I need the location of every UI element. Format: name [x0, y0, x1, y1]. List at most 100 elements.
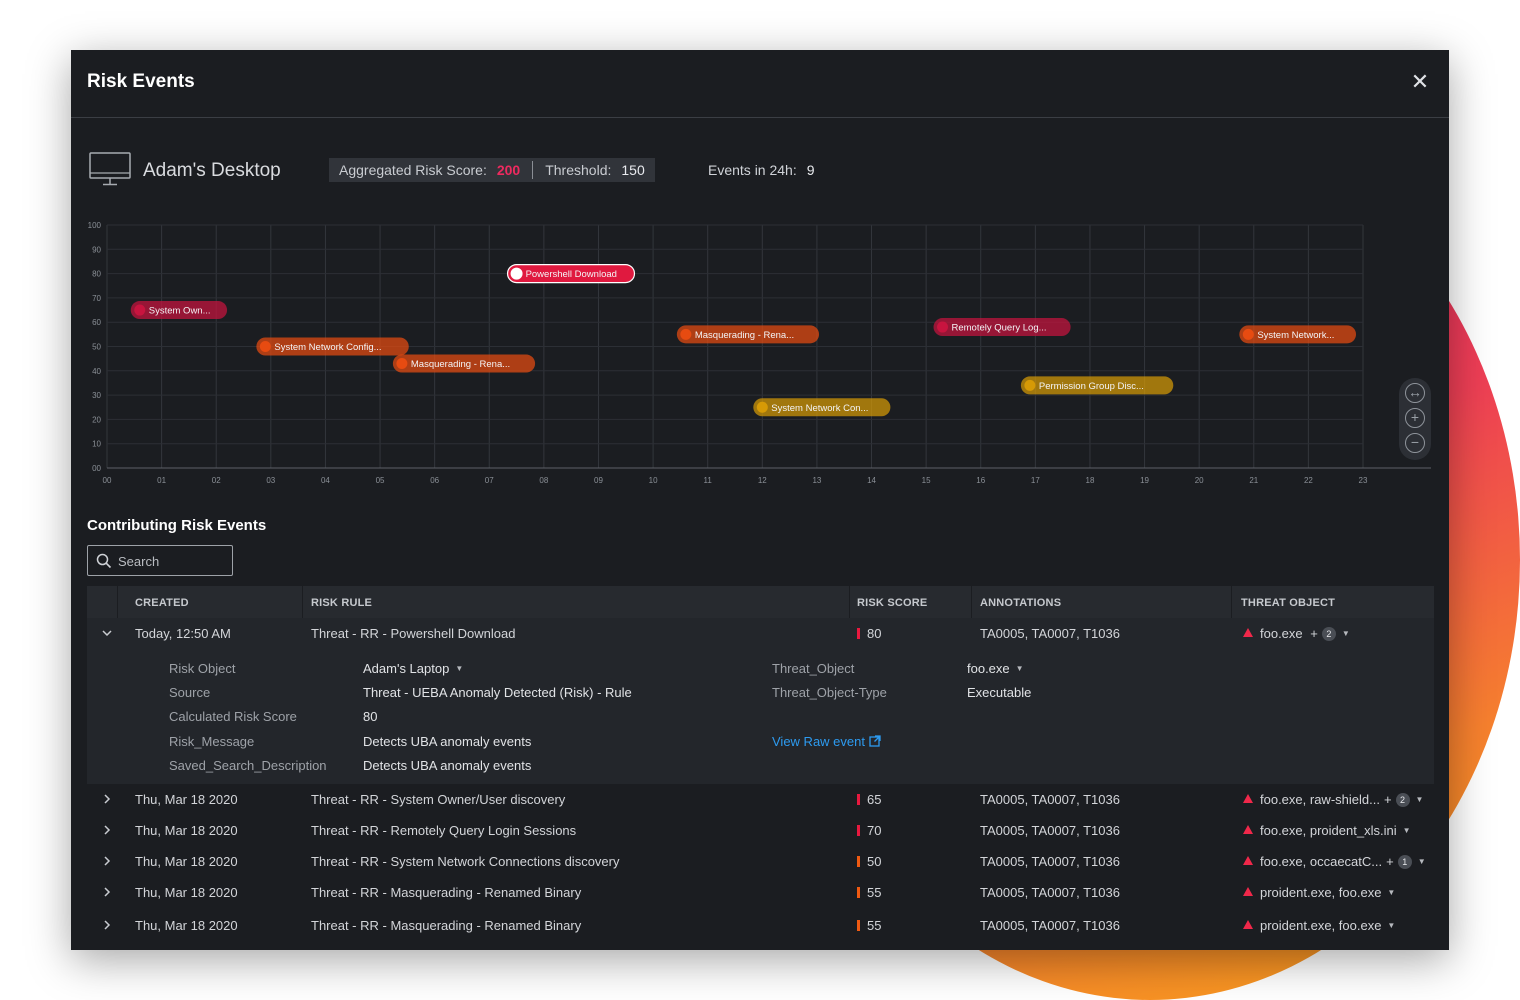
risk-score-box: Aggregated Risk Score: 200 Threshold: 15…: [329, 158, 655, 182]
event-point[interactable]: Masquerading - Rena...: [392, 354, 536, 373]
event-point-pill[interactable]: [130, 301, 228, 320]
close-button[interactable]: ✕: [1410, 69, 1430, 94]
threat-object-cell[interactable]: foo.exe, raw-shield... +2 ▼: [1260, 792, 1423, 807]
column-risk-rule[interactable]: RISK RULE: [311, 597, 373, 609]
event-point[interactable]: System Network Config...: [256, 337, 409, 356]
chevron-right-icon[interactable]: [101, 919, 113, 931]
risk-score-cell: 80: [867, 626, 882, 641]
event-point[interactable]: Masquerading - Rena...: [676, 325, 820, 344]
chart-zoom-controls: ↔ + −: [1399, 378, 1431, 460]
threat-object-cell[interactable]: proident.exe, foo.exe ▼: [1260, 885, 1395, 900]
event-point-dot[interactable]: [680, 328, 692, 340]
zoom-out-icon[interactable]: −: [1405, 433, 1425, 453]
risk-score-bar: [857, 628, 860, 639]
event-point-dot[interactable]: [259, 341, 271, 352]
column-annotations[interactable]: ANNOTATIONS: [980, 597, 1062, 609]
chevron-right-icon[interactable]: [101, 886, 113, 898]
dropdown-caret-icon[interactable]: ▼: [455, 664, 464, 673]
event-point-dot[interactable]: [396, 358, 408, 370]
threat-warning-icon: [1243, 825, 1253, 834]
event-point-pill[interactable]: [392, 354, 536, 373]
event-point-dot[interactable]: [134, 304, 146, 316]
event-point[interactable]: System Network Con...: [753, 398, 891, 417]
table-row[interactable]: Thu, Mar 18 2020 Threat - RR - Masqueradi…: [87, 910, 1434, 941]
table-row-expanded[interactable]: Today, 12:50 AM Threat - RR - Powershell…: [87, 618, 1434, 650]
x-tick-label: 10: [649, 476, 658, 485]
threat-object-cell[interactable]: foo.exe +2 ▼: [1260, 626, 1350, 641]
x-tick-label: 22: [1304, 476, 1313, 485]
column-created[interactable]: CREATED: [135, 597, 189, 609]
event-point-dot[interactable]: [510, 267, 523, 280]
event-point-dot[interactable]: [1024, 379, 1036, 391]
event-point-dot[interactable]: [937, 321, 949, 333]
event-point-pill[interactable]: [506, 263, 636, 284]
threat-object-cell[interactable]: foo.exe, occaecatC... +1 ▼: [1260, 854, 1426, 869]
threat-count-badge: 2: [1321, 627, 1336, 641]
dropdown-caret-icon[interactable]: ▼: [1387, 888, 1396, 897]
event-point-pill[interactable]: [1239, 325, 1357, 344]
annotations-cell: TA0005, TA0007, T1036: [980, 918, 1120, 933]
event-point-pill[interactable]: [256, 337, 409, 356]
search-input[interactable]: [118, 552, 226, 570]
event-point[interactable]: Remotely Query Log...: [933, 318, 1071, 337]
threat-plus: +: [1310, 626, 1318, 641]
column-risk-score[interactable]: RISK SCORE: [857, 597, 928, 609]
threat-object-cell[interactable]: foo.exe, proident_xls.ini ▼: [1260, 823, 1411, 838]
table-row[interactable]: Thu, Mar 18 2020 Threat - RR - System Net…: [87, 846, 1434, 877]
x-tick-label: 06: [430, 476, 439, 485]
risk-object-value[interactable]: Adam's Laptop ▼: [363, 661, 464, 676]
risk-score-cell: 50: [867, 854, 882, 869]
risk-rule-cell: Threat - RR - Powershell Download: [311, 626, 516, 641]
chevron-right-icon[interactable]: [101, 793, 113, 805]
event-point-pill[interactable]: [1020, 376, 1174, 395]
modal-header: Risk Events ✕: [71, 50, 1449, 118]
created-cell: Thu, Mar 18 2020: [135, 823, 238, 838]
x-tick-label: 12: [758, 476, 767, 485]
y-tick-label: 80: [92, 270, 101, 279]
risk-score-bar: [857, 825, 860, 836]
event-point-label: System Own...: [149, 306, 211, 317]
table-row[interactable]: Thu, Mar 18 2020 Threat - RR - Remotely Q…: [87, 815, 1434, 846]
event-point-pill[interactable]: [676, 325, 820, 344]
dropdown-caret-icon[interactable]: ▼: [1015, 664, 1024, 673]
chevron-right-icon[interactable]: [101, 855, 113, 867]
dropdown-caret-icon[interactable]: ▼: [1387, 921, 1396, 930]
source-label: Source: [169, 685, 211, 700]
y-tick-label: 10: [92, 440, 101, 449]
view-raw-event-link[interactable]: View Raw event: [772, 734, 881, 749]
event-point-label: System Network Config...: [274, 342, 381, 353]
threat-count-badge: 2: [1395, 793, 1410, 807]
column-threat-object[interactable]: THREAT OBJECT: [1241, 597, 1336, 609]
event-point[interactable]: System Own...: [130, 301, 228, 320]
chevron-down-icon[interactable]: [101, 627, 113, 639]
event-point[interactable]: System Network...: [1239, 325, 1357, 344]
zoom-in-icon[interactable]: +: [1405, 408, 1425, 428]
event-point-dot[interactable]: [756, 401, 768, 413]
risk-score-bar: [857, 794, 860, 805]
event-point-dot[interactable]: [1242, 328, 1254, 340]
desktop-monitor-icon: [89, 152, 131, 186]
threat-object-cell[interactable]: proident.exe, foo.exe ▼: [1260, 918, 1395, 933]
events-24h: Events in 24h: 9: [708, 162, 815, 178]
x-tick-label: 21: [1249, 476, 1258, 485]
dropdown-caret-icon[interactable]: ▼: [1415, 795, 1424, 804]
chevron-right-icon[interactable]: [101, 824, 113, 836]
threat-object-value[interactable]: foo.exe ▼: [967, 661, 1024, 676]
event-point[interactable]: Permission Group Disc...: [1020, 376, 1174, 395]
risk-rule-cell: Threat - RR - System Owner/User discover…: [311, 792, 566, 807]
x-tick-label: 02: [212, 476, 221, 485]
dropdown-caret-icon[interactable]: ▼: [1402, 826, 1411, 835]
x-tick-label: 08: [539, 476, 548, 485]
y-tick-label: 30: [92, 391, 101, 400]
annotations-cell: TA0005, TA0007, T1036: [980, 885, 1120, 900]
dropdown-caret-icon[interactable]: ▼: [1341, 629, 1350, 638]
table-row[interactable]: Thu, Mar 18 2020 Threat - RR - System Own…: [87, 784, 1434, 815]
event-point[interactable]: Powershell Download: [506, 263, 636, 284]
event-point-pill[interactable]: [753, 398, 891, 417]
dropdown-caret-icon[interactable]: ▼: [1417, 857, 1426, 866]
pan-reset-icon[interactable]: ↔: [1405, 383, 1425, 403]
y-tick-label: 20: [92, 415, 101, 424]
table-row[interactable]: Thu, Mar 18 2020 Threat - RR - Masqueradi…: [87, 877, 1434, 910]
event-point-pill[interactable]: [933, 318, 1071, 337]
x-tick-label: 05: [376, 476, 385, 485]
